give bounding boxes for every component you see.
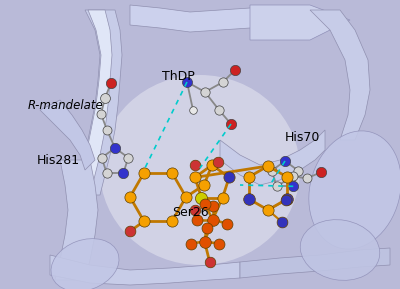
Ellipse shape: [309, 131, 400, 249]
Point: [209, 217, 216, 222]
Point: [219, 195, 226, 200]
Point: [265, 208, 271, 212]
Point: [202, 90, 208, 94]
Point: [246, 197, 252, 201]
Point: [102, 96, 108, 100]
Polygon shape: [220, 130, 325, 185]
Point: [284, 175, 290, 179]
Point: [198, 195, 205, 200]
Point: [209, 163, 215, 167]
Point: [215, 160, 221, 164]
Point: [203, 225, 210, 230]
Point: [215, 241, 222, 246]
Point: [290, 184, 296, 189]
Point: [279, 220, 285, 224]
Point: [265, 164, 271, 168]
Polygon shape: [310, 10, 370, 140]
Point: [216, 108, 222, 112]
Point: [206, 259, 213, 264]
Point: [284, 197, 290, 201]
Point: [98, 112, 104, 116]
Point: [192, 208, 198, 212]
Point: [201, 183, 207, 187]
Point: [104, 128, 110, 132]
Text: ThDP: ThDP: [162, 70, 194, 83]
Ellipse shape: [51, 239, 119, 289]
Point: [183, 195, 189, 199]
Point: [98, 155, 105, 160]
Point: [223, 221, 230, 226]
Polygon shape: [75, 10, 122, 195]
Point: [304, 176, 310, 181]
Point: [232, 68, 238, 72]
Ellipse shape: [100, 75, 300, 265]
Point: [104, 171, 110, 176]
Point: [295, 168, 302, 173]
Point: [108, 81, 114, 85]
Polygon shape: [240, 248, 390, 278]
Point: [120, 171, 126, 176]
Point: [125, 155, 132, 160]
Text: His70: His70: [284, 131, 320, 144]
Polygon shape: [50, 255, 240, 285]
Point: [226, 175, 232, 180]
Point: [220, 80, 226, 84]
Polygon shape: [130, 5, 280, 32]
Point: [228, 122, 234, 126]
Ellipse shape: [300, 220, 380, 280]
Point: [318, 170, 324, 175]
Point: [209, 203, 216, 208]
Text: Ser26: Ser26: [172, 206, 208, 219]
Point: [190, 108, 196, 112]
Polygon shape: [250, 5, 350, 40]
Point: [193, 217, 200, 222]
Point: [201, 239, 208, 244]
Point: [112, 146, 118, 150]
Point: [268, 168, 275, 173]
Point: [274, 184, 280, 189]
Point: [141, 219, 147, 224]
Point: [169, 171, 175, 175]
Text: R-mandelate: R-mandelate: [28, 99, 104, 112]
Point: [169, 219, 175, 224]
Text: His281: His281: [36, 154, 80, 167]
Point: [282, 159, 288, 163]
Point: [201, 201, 208, 206]
Point: [184, 80, 190, 84]
Point: [290, 174, 296, 179]
Point: [283, 198, 289, 202]
Point: [127, 229, 133, 234]
Polygon shape: [76, 10, 112, 195]
Point: [141, 171, 147, 175]
Point: [187, 241, 194, 246]
Point: [192, 163, 198, 167]
Polygon shape: [55, 160, 98, 280]
Point: [246, 175, 252, 179]
Point: [127, 195, 133, 199]
Point: [192, 175, 198, 180]
Polygon shape: [40, 100, 95, 170]
